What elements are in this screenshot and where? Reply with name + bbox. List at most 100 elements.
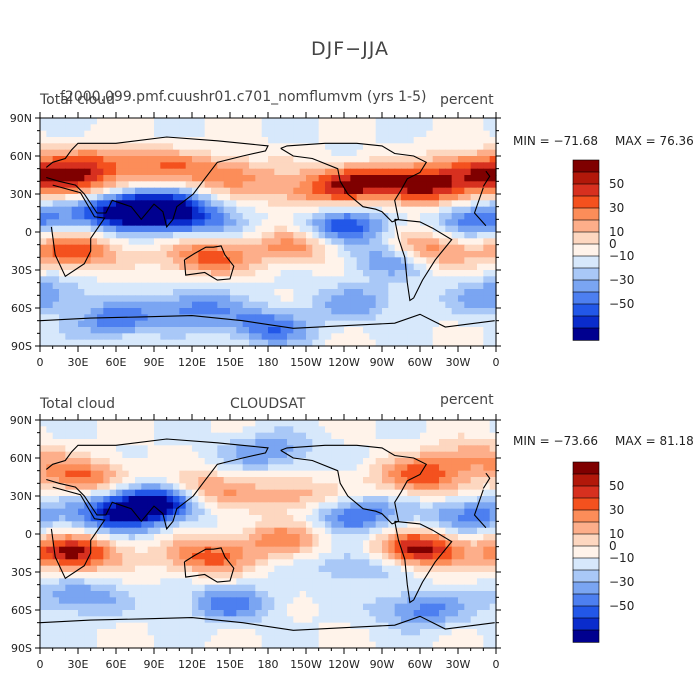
field-cell xyxy=(90,603,98,611)
field-cell xyxy=(128,181,136,189)
field-cell xyxy=(59,327,66,334)
field-cell xyxy=(464,238,472,246)
field-cell xyxy=(268,130,275,138)
field-cell xyxy=(46,276,54,284)
field-cell xyxy=(401,508,408,516)
field-cell xyxy=(394,301,402,309)
field-cell xyxy=(249,572,256,579)
field-cell xyxy=(280,420,288,427)
field-cell xyxy=(477,289,484,296)
field-cell xyxy=(103,496,111,503)
field-cell xyxy=(382,426,389,434)
field-cell xyxy=(306,521,313,529)
field-cell xyxy=(261,496,269,503)
field-cell xyxy=(185,270,193,277)
field-cell xyxy=(128,333,136,341)
field-cell xyxy=(464,496,472,503)
field-cell xyxy=(173,327,180,334)
field-cell xyxy=(223,578,231,586)
field-cell xyxy=(451,200,459,208)
colorbar-swatch xyxy=(572,195,600,209)
field-cell xyxy=(388,432,396,440)
field-cell xyxy=(236,483,244,491)
field-cell xyxy=(90,597,98,605)
field-cell xyxy=(242,194,250,201)
field-cell xyxy=(363,521,370,529)
field-cell xyxy=(198,219,206,227)
field-cell xyxy=(299,502,307,510)
field-cell xyxy=(268,489,275,497)
field-cell xyxy=(280,282,288,290)
field-cell xyxy=(78,251,85,258)
field-cell xyxy=(179,219,187,227)
field-cell xyxy=(331,257,339,265)
field-cell xyxy=(223,213,231,220)
field-cell xyxy=(426,289,434,296)
field-cell xyxy=(331,420,339,427)
field-cell xyxy=(223,439,231,446)
field-cell xyxy=(464,584,472,592)
field-cell xyxy=(477,458,484,465)
field-cell xyxy=(204,143,212,151)
field-cell xyxy=(173,584,180,592)
field-cell xyxy=(274,572,282,579)
field-cell xyxy=(432,515,440,522)
field-cell xyxy=(211,232,218,239)
field-cell xyxy=(211,559,218,567)
field-cell xyxy=(198,143,206,151)
field-cell xyxy=(141,124,149,132)
field-cell xyxy=(97,194,104,201)
field-cell xyxy=(141,238,149,246)
field-cell xyxy=(306,464,313,472)
field-cell xyxy=(255,578,263,586)
field-cell xyxy=(97,143,104,151)
field-cell xyxy=(470,464,478,472)
field-cell xyxy=(369,339,377,347)
field-cell xyxy=(477,244,484,252)
field-cell xyxy=(103,458,111,465)
field-cell xyxy=(394,432,402,440)
field-cell xyxy=(59,162,66,170)
field-cell xyxy=(382,439,389,446)
field-cell xyxy=(185,251,193,258)
field-cell xyxy=(211,572,218,579)
field-cell xyxy=(90,124,98,132)
field-cell xyxy=(470,251,478,258)
field-cell xyxy=(65,565,73,573)
field-cell xyxy=(439,339,446,347)
field-cell xyxy=(337,420,345,427)
field-cell xyxy=(337,251,345,258)
field-cell xyxy=(356,603,364,611)
field-cell xyxy=(337,301,345,309)
field-cell xyxy=(179,432,187,440)
field-cell xyxy=(432,251,440,258)
field-cell xyxy=(236,420,244,427)
field-cell xyxy=(477,489,484,497)
field-cell xyxy=(122,238,130,246)
field-cell xyxy=(477,432,484,440)
field-cell xyxy=(71,244,79,252)
field-cell xyxy=(280,320,288,328)
field-cell xyxy=(116,610,123,617)
field-cell xyxy=(337,483,345,491)
field-cell xyxy=(166,420,174,427)
field-cell xyxy=(489,464,497,472)
field-cell xyxy=(141,534,149,541)
field-cell xyxy=(179,244,187,252)
field-cell xyxy=(312,149,320,157)
field-cell xyxy=(394,339,402,347)
field-cell xyxy=(230,124,237,132)
field-cell xyxy=(413,327,421,334)
field-cell xyxy=(293,553,301,560)
field-cell xyxy=(141,149,149,157)
field-cell xyxy=(59,168,66,176)
field-cell xyxy=(230,251,237,258)
field-cell xyxy=(135,489,142,497)
field-cell xyxy=(179,194,187,201)
field-cell xyxy=(413,149,421,157)
field-cell xyxy=(344,508,351,516)
field-cell xyxy=(78,181,85,189)
field-cell xyxy=(128,420,136,427)
field-cell xyxy=(426,156,434,163)
field-cell xyxy=(141,508,149,516)
